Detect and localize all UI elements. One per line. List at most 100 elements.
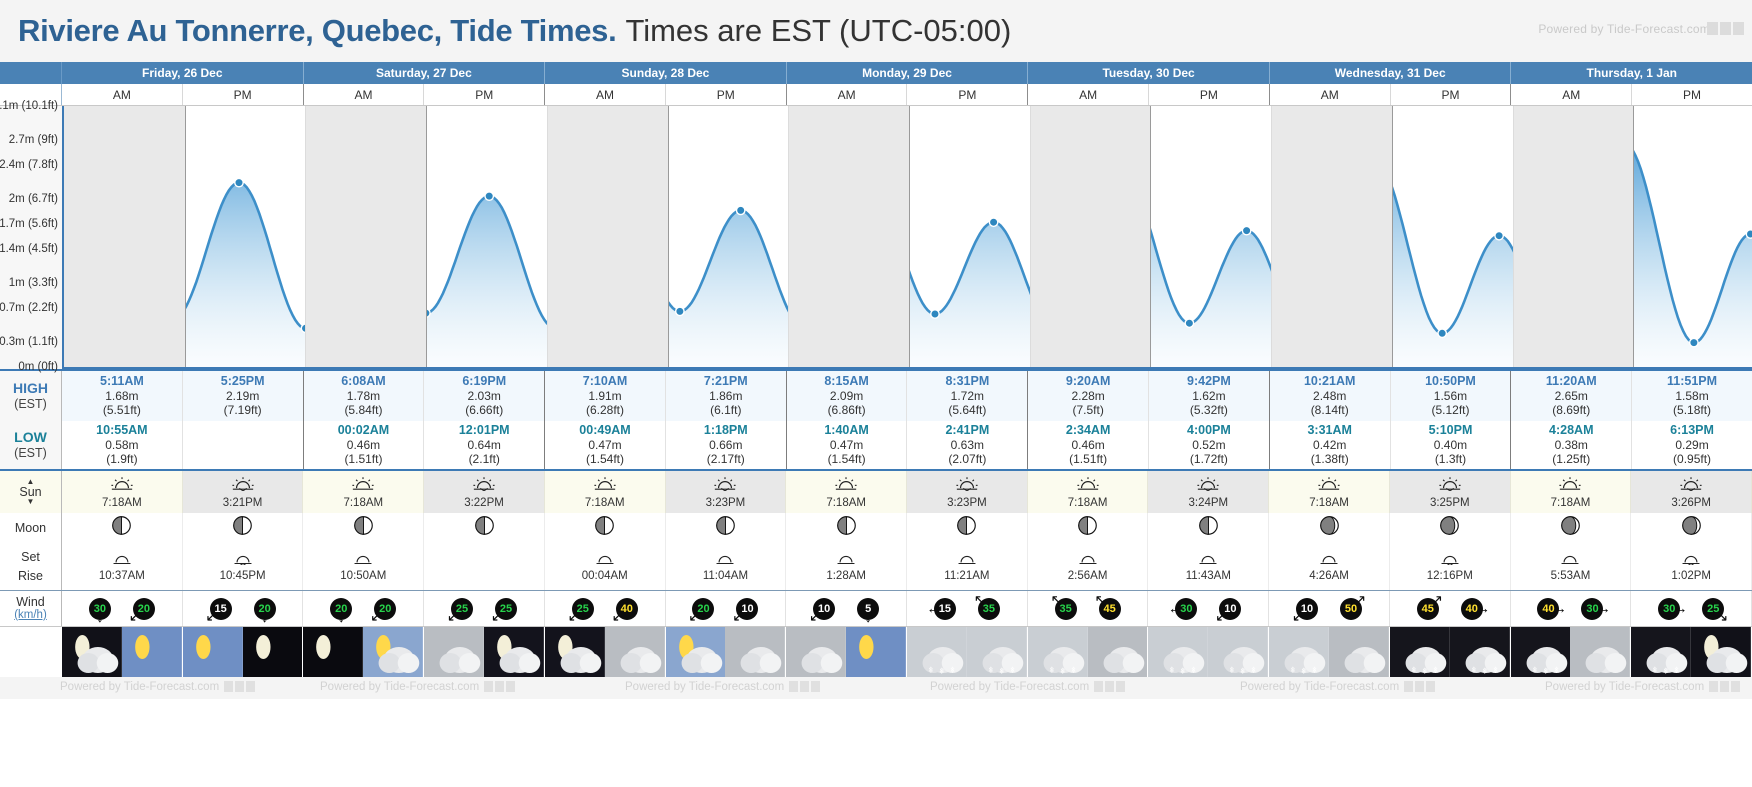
moon-phase-cell-6	[786, 513, 908, 543]
tide-extreme-marker-13	[931, 310, 939, 318]
sunrise-time: 7:18AM	[1309, 496, 1349, 509]
moon-arc-icon	[352, 552, 374, 570]
weather-icon: ❄ ❄ ❄	[907, 627, 967, 677]
low-tide-cell-0: 10:55AM 0.58m (1.9ft)	[62, 421, 183, 469]
moon-phase-icon	[1681, 515, 1702, 541]
weather-cell-10: ❄ ❄ ❄	[1269, 627, 1390, 677]
moon-arc-icon	[1318, 552, 1340, 570]
footer-watermark-text: Powered by Tide-Forecast.com	[320, 681, 480, 693]
high-tide-time: 10:50PM	[1425, 374, 1476, 389]
flag-icon	[1720, 681, 1730, 693]
wind-speed-value: 10	[736, 597, 759, 620]
footer-watermark-text: Powered by Tide-Forecast.com	[1240, 681, 1400, 693]
sunrise-icon	[1558, 476, 1582, 496]
night-band-12	[1512, 106, 1634, 367]
low-tide-height-ft: (1.51ft)	[1069, 452, 1108, 467]
low-tide-time: 2:41PM	[945, 423, 990, 438]
moon-phase-cell-12	[1511, 513, 1632, 543]
sunset-cell-4: 3:24PM	[1148, 471, 1270, 513]
sunset-cell-3: 3:23PM	[907, 471, 1028, 513]
moon-phase-icon	[111, 515, 132, 541]
moon-time-cell-11: 12:16PM	[1390, 543, 1511, 590]
moon-phase-icon	[1319, 515, 1340, 541]
header-flag-icons	[1707, 22, 1744, 35]
svg-text:❄: ❄	[939, 666, 944, 677]
moon-rise-set-time: 10:45PM	[219, 569, 266, 582]
wind-cell-11: ↗ 45 → 40	[1390, 591, 1511, 626]
moon-arc-icon	[232, 552, 254, 570]
sunrise-icon	[1317, 476, 1341, 496]
weather-icon: ❄ ❄ ❄	[1208, 627, 1269, 677]
moon-rise-set-time: 11:04AM	[702, 569, 749, 582]
wind-badge: ↙25	[440, 596, 484, 624]
low-tide-height-ft: (2.17ft)	[706, 452, 745, 467]
footer-watermark-1: Powered by Tide-Forecast.com	[320, 681, 516, 693]
high-tide-cell-5: 7:21PM 1.86m (6.1ft)	[666, 371, 787, 421]
svg-text:❄: ❄	[1675, 665, 1680, 676]
high-tide-cell-0: 5:11AM 1.68m (5.51ft)	[62, 371, 183, 421]
svg-text:❄: ❄	[999, 666, 1004, 677]
wind-badge: ↙ 40	[605, 596, 649, 624]
svg-text:❄: ❄	[1302, 666, 1307, 677]
sunrise-time: 7:18AM	[102, 496, 142, 509]
wind-speed-value: 40	[1460, 597, 1483, 620]
y-axis: 3.1m (10.1ft) 2.7m (9ft) 2.4m (7.8ft) 2m (6…	[0, 100, 62, 373]
time-divider-6	[788, 106, 790, 367]
high-tide-time: 7:10AM	[582, 374, 628, 389]
high-tide-time: 5:11AM	[100, 374, 144, 389]
pm-header-0: PM	[183, 84, 304, 105]
moon-phase-cell-3	[424, 513, 545, 543]
sunset-cell-5: 3:25PM	[1389, 471, 1511, 513]
wind-speed-value: 30	[1658, 597, 1681, 620]
moon-phase-icon	[594, 515, 615, 541]
wind-speed-value: 20	[132, 597, 155, 620]
pm-header-5: PM	[1391, 84, 1512, 105]
moon-rise-set-time: 12:16PM	[1426, 569, 1473, 582]
wind-unit-link[interactable]: (km/h)	[14, 609, 47, 622]
y-axis-tick-5: 1.4m (4.5ft)	[0, 243, 58, 256]
weather-icon	[484, 627, 544, 677]
high-tide-time: 7:21PM	[703, 374, 748, 389]
svg-text:❄: ❄	[1230, 665, 1235, 676]
weather-icon	[725, 627, 786, 677]
weather-icon: ❄ ❄ ❄	[1269, 627, 1330, 677]
time-divider-1	[184, 106, 186, 367]
moon-row-label: Moon	[0, 513, 62, 543]
day-header-0: Friday, 26 Dec	[62, 62, 304, 84]
high-tide-height-ft: (8.14ft)	[1310, 403, 1349, 418]
wind-cell-6: ↙10↓5	[786, 591, 908, 626]
sun-down-arrow-icon: ▼	[26, 497, 35, 507]
wind-label-text: Wind	[16, 594, 45, 609]
footer-watermark-2: Powered by Tide-Forecast.com	[625, 681, 821, 693]
moon-arc-icon	[1559, 552, 1581, 570]
sunset-time: 3:26PM	[1671, 496, 1712, 509]
weather-icon	[544, 627, 605, 677]
moon-arc-icon	[111, 552, 133, 570]
low-label-text: LOW	[14, 429, 47, 446]
sun-row-label: ▲ Sun ▼	[0, 471, 62, 513]
sunrise-icon	[593, 476, 617, 496]
svg-text:❄: ❄	[1241, 666, 1246, 677]
moon-arc-icon	[1439, 552, 1461, 570]
low-tide-cell-13: 6:13PM 0.29m (0.95ft)	[1632, 421, 1752, 469]
weather-icon: ❄ ❄ ❄	[1148, 627, 1209, 677]
tide-extreme-marker-18	[1242, 226, 1250, 234]
tide-extreme-marker-14	[989, 218, 997, 226]
day-header-4: Tuesday, 30 Dec	[1028, 62, 1270, 84]
high-tide-time: 9:20AM	[1065, 374, 1111, 389]
pm-header-1: PM	[424, 84, 546, 105]
low-tide-height-m: 0.42m	[1313, 438, 1347, 453]
high-tide-height-ft: (5.32ft)	[1189, 403, 1228, 418]
low-tide-time: 4:28AM	[1549, 423, 1594, 438]
moon-phase-icon	[232, 515, 253, 541]
wind-row: Wind (km/h) ↓30↙20↙15↓20↓20↙20↙25↙25↙25↙…	[0, 591, 1752, 627]
page-title: Riviere Au Tonnerre, Quebec, Tide Times.	[18, 13, 617, 48]
low-label-tz: (EST)	[14, 445, 47, 460]
low-tide-time: 00:02AM	[337, 423, 390, 438]
footer-flag-icons	[1404, 681, 1436, 693]
low-tide-height-ft: (1.38ft)	[1310, 452, 1349, 467]
sunset-icon	[231, 476, 255, 496]
high-tide-height-m: 1.91m	[588, 389, 622, 404]
flag-icon	[506, 681, 516, 693]
sunset-time: 3:24PM	[1188, 496, 1229, 509]
